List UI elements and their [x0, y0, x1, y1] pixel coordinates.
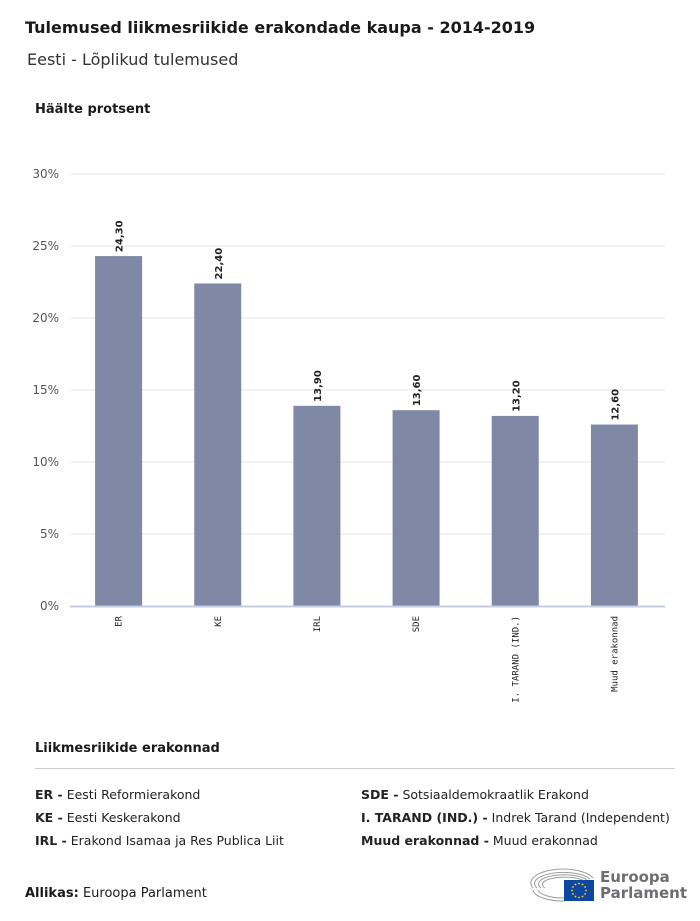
legend-name: Muud erakonnad: [492, 833, 598, 848]
legend-name: Indrek Tarand (Independent): [491, 810, 670, 825]
y-tick-label: 25%: [32, 239, 59, 253]
bar[interactable]: [590, 424, 638, 606]
y-tick-label: 10%: [32, 455, 59, 469]
legend-name: Sotsiaaldemokraatlik Erakond: [402, 787, 589, 802]
chart-title: Tulemused liikmesriikide erakondade kaup…: [25, 18, 536, 37]
data-label: 24,30: [115, 220, 126, 252]
source: Allikas: Euroopa Parlament: [25, 886, 207, 901]
legend-abbr: ER -: [35, 787, 63, 802]
legend-abbr: I. TARAND (IND.) -: [361, 810, 488, 825]
legend-divider: [35, 768, 675, 769]
legend-item: I. TARAND (IND.) - Indrek Tarand (Indepe…: [361, 810, 670, 825]
data-label: 13,20: [511, 380, 522, 412]
logo-line1: Euroopa: [600, 868, 670, 886]
star-icon: [572, 886, 574, 888]
star-icon: [574, 883, 577, 886]
star-icon: [581, 883, 584, 886]
data-label: 13,60: [412, 374, 423, 406]
x-tick-label: Muud erakonnad: [610, 616, 620, 692]
y-tick-label: 5%: [40, 527, 59, 541]
x-tick-label: KE: [214, 616, 224, 627]
legend-abbr: KE -: [35, 810, 63, 825]
data-label: 13,90: [313, 370, 324, 402]
european-parliament-logo: [530, 868, 594, 902]
source-label: Allikas:: [25, 886, 79, 901]
star-icon: [581, 895, 584, 898]
bar[interactable]: [491, 415, 539, 606]
x-tick-label: IRL: [313, 616, 323, 632]
legend-name: Erakond Isamaa ja Res Publica Liit: [70, 833, 284, 848]
y-axis-label: Häälte protsent: [35, 102, 151, 117]
legend-title: Liikmesriikide erakonnad: [35, 741, 220, 756]
chart-subtitle: Eesti - Lõplikud tulemused: [27, 50, 239, 69]
legend-item: IRL - Erakond Isamaa ja Res Publica Liit: [35, 833, 284, 848]
legend-abbr: SDE -: [361, 787, 399, 802]
legend-item: KE - Eesti Keskerakond: [35, 810, 181, 825]
legend-abbr: Muud erakonnad -: [361, 833, 489, 848]
data-label: 22,40: [214, 248, 225, 280]
star-icon: [584, 886, 586, 888]
bar[interactable]: [194, 283, 242, 606]
star-icon: [578, 882, 580, 885]
y-tick-label: 0%: [40, 599, 59, 613]
y-tick-label: 15%: [32, 383, 59, 397]
legend-item: ER - Eesti Reformierakond: [35, 787, 200, 802]
legend-name: Eesti Reformierakond: [66, 787, 201, 802]
star-icon: [584, 893, 586, 895]
data-label: 12,60: [610, 389, 621, 421]
x-tick-label: ER: [115, 615, 125, 626]
star-icon: [578, 896, 580, 899]
bar[interactable]: [293, 405, 341, 606]
x-tick-label: I. TARAND (IND.): [511, 616, 521, 703]
star-icon: [571, 889, 573, 892]
logo-text: Euroopa Parlament: [600, 869, 687, 901]
bar[interactable]: [95, 256, 143, 606]
x-tick-label: SDE: [412, 616, 422, 632]
legend-name: Eesti Keskerakond: [66, 810, 181, 825]
star-icon: [574, 895, 577, 898]
y-tick-label: 20%: [32, 311, 59, 325]
legend-item: SDE - Sotsiaaldemokraatlik Erakond: [361, 787, 589, 802]
logo-line2: Parlament: [600, 884, 688, 902]
y-tick-label: 30%: [32, 167, 59, 181]
legend-abbr: IRL -: [35, 833, 67, 848]
legend-item: Muud erakonnad - Muud erakonnad: [361, 833, 598, 848]
star-icon: [572, 893, 574, 895]
star-icon: [585, 889, 587, 892]
bar[interactable]: [392, 410, 440, 606]
source-value: Euroopa Parlament: [82, 886, 207, 901]
bar-chart: 0% 5% 10% 15% 20% 25% 30% 24,30 ER 22,40 KE 13,90 IR…: [32, 167, 665, 703]
